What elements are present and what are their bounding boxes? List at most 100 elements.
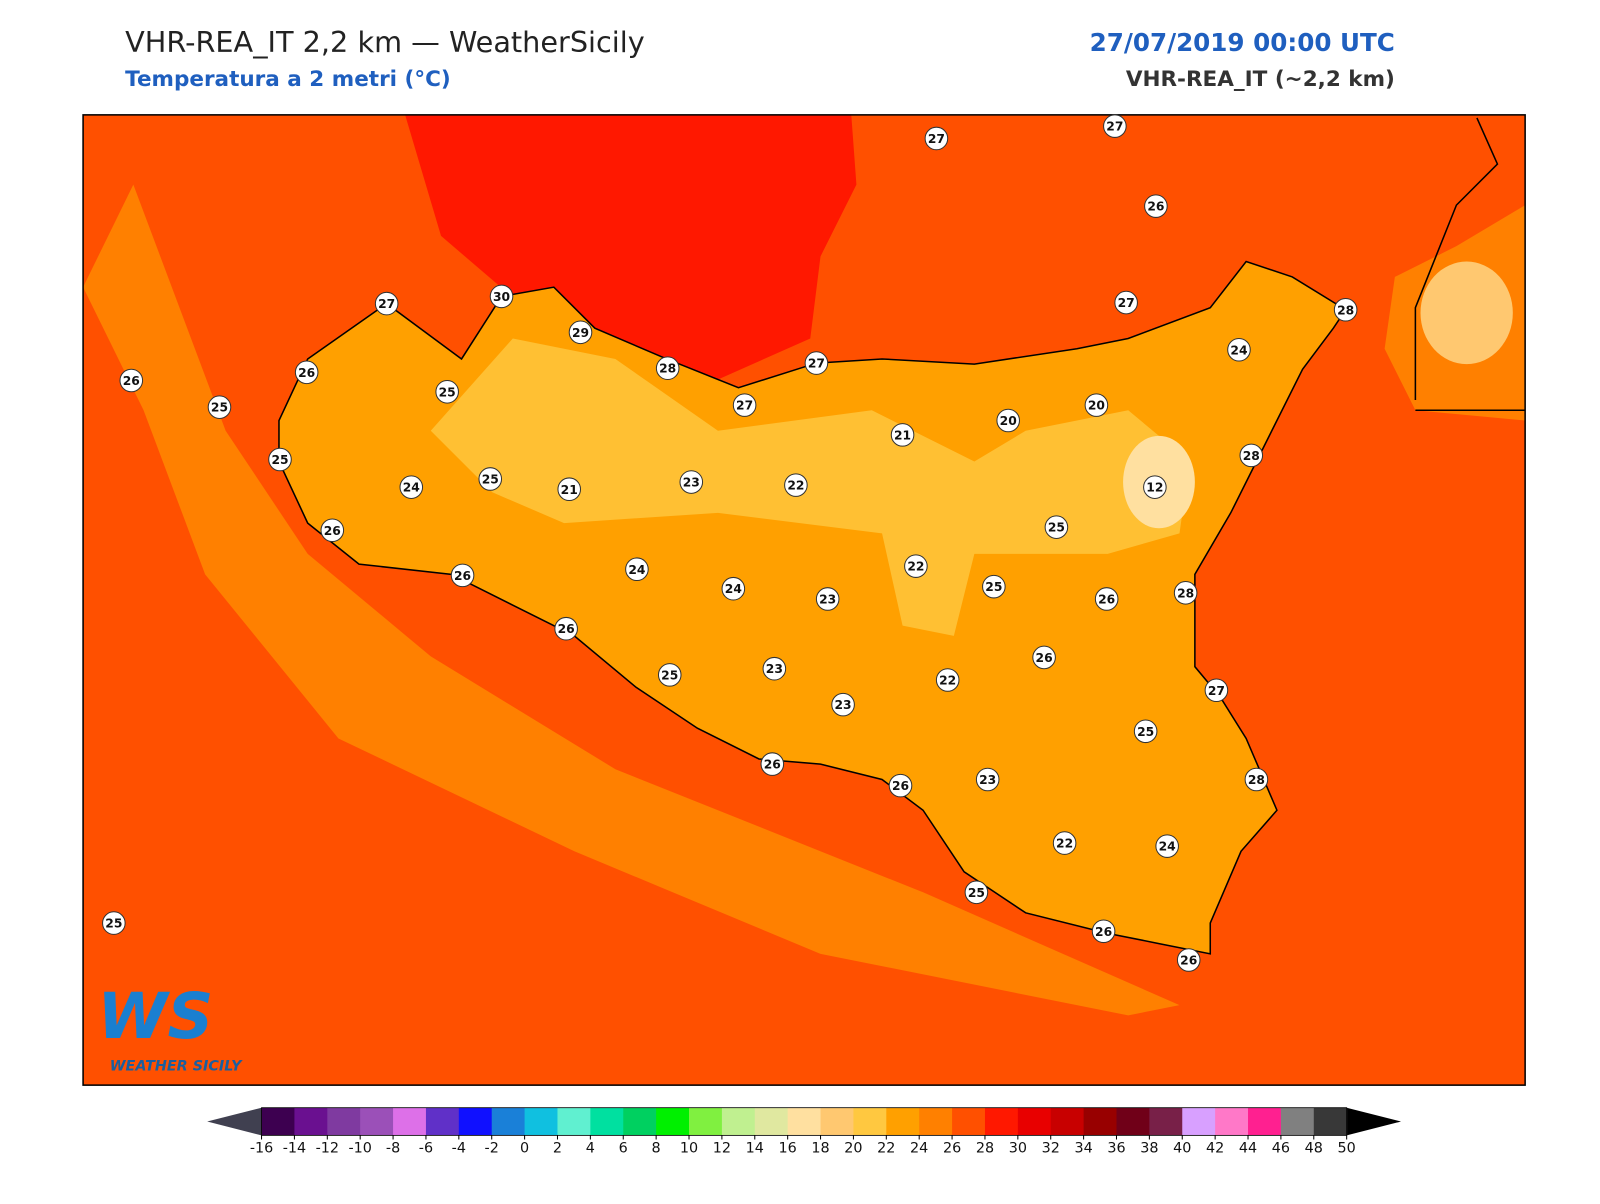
station-marker — [721, 576, 746, 601]
colorbar-swatch — [1017, 1107, 1052, 1136]
station-value: 24 — [725, 582, 742, 596]
station-value: 22 — [1056, 837, 1073, 851]
station-marker — [1244, 767, 1269, 792]
station-value: 21 — [561, 483, 578, 497]
station-value: 26 — [1147, 200, 1164, 214]
station-marker — [924, 126, 949, 151]
station-marker — [1114, 290, 1138, 315]
colorbar-tick-label: -10 — [348, 1141, 371, 1157]
colorbar-swatch — [787, 1107, 822, 1136]
calabria-coast — [1414, 117, 1526, 412]
station-value: 22 — [907, 560, 924, 574]
colorbar-tick-label: 32 — [1042, 1141, 1060, 1157]
station-value: 26 — [558, 622, 575, 636]
station-value: 24 — [628, 563, 645, 577]
station-marker — [1044, 515, 1069, 539]
station-value: 29 — [572, 326, 589, 340]
station-marker — [1084, 393, 1109, 417]
station-marker — [1173, 581, 1198, 605]
colorbar-swatch — [689, 1107, 723, 1136]
station-value: 26 — [324, 524, 341, 538]
colorbar-swatch — [458, 1107, 493, 1136]
station-value: 25 — [482, 473, 499, 487]
colorbar-under — [207, 1107, 262, 1136]
station-value: 25 — [661, 668, 678, 682]
station-marker — [996, 408, 1020, 433]
station-value: 27 — [1208, 684, 1225, 698]
colorbar-tick-label: 20 — [844, 1141, 862, 1157]
colorbar-tick-label: -4 — [452, 1141, 466, 1157]
colorbar-tick-label: 14 — [746, 1141, 764, 1157]
colorbar-swatch — [1313, 1107, 1348, 1136]
station-value: 23 — [819, 593, 836, 607]
station-marker — [450, 563, 475, 588]
station-marker — [568, 320, 593, 345]
logo: WS — [97, 979, 213, 1053]
station-marker — [557, 477, 582, 502]
station-marker — [478, 467, 503, 491]
station-marker — [1052, 831, 1077, 855]
station-value: 24 — [1159, 840, 1176, 854]
colorbar-swatch — [557, 1107, 591, 1136]
colorbar-tick-label: 2 — [553, 1141, 562, 1157]
colorbar-swatch — [886, 1107, 920, 1136]
warm-area — [405, 114, 857, 380]
station-marker — [1133, 719, 1158, 744]
station-value: 27 — [1106, 120, 1123, 134]
station-value: 27 — [378, 297, 395, 311]
colorbar-swatch — [294, 1107, 328, 1136]
station-marker — [1094, 587, 1119, 611]
colorbar-swatch — [425, 1107, 460, 1136]
station-marker — [975, 767, 1000, 792]
station-marker — [1144, 194, 1168, 218]
colorbar-swatch — [1248, 1107, 1282, 1136]
colorbar-over — [1346, 1107, 1402, 1136]
station-marker — [784, 473, 808, 497]
station-value: 22 — [939, 674, 956, 688]
station-marker — [1227, 337, 1251, 362]
station-value: 25 — [968, 886, 985, 900]
station-value: 27 — [808, 357, 825, 371]
station-value: 24 — [1230, 343, 1247, 357]
colorbar-tick-label: 36 — [1107, 1141, 1125, 1157]
station-marker — [1032, 645, 1056, 670]
colorbar-tick-label: 16 — [779, 1141, 797, 1157]
colorbar-tick-label: -12 — [316, 1141, 339, 1157]
station-marker — [435, 380, 459, 404]
colorbar-swatch — [491, 1107, 526, 1136]
station-marker — [207, 395, 232, 419]
colorbar-tick-label: 38 — [1140, 1141, 1158, 1157]
station-value: 24 — [403, 481, 420, 495]
station-value: 27 — [928, 132, 945, 146]
station-value: 23 — [835, 698, 852, 712]
station-marker — [982, 574, 1006, 599]
calabria-cool — [1420, 261, 1513, 365]
station-marker — [935, 668, 960, 692]
colorbar-swatch — [1149, 1107, 1183, 1136]
station-value: 26 — [892, 779, 909, 793]
station-marker — [489, 284, 514, 309]
colorbar-tick-label: 18 — [811, 1141, 829, 1157]
station-marker — [1155, 834, 1179, 858]
colorbar-tick-label: 0 — [520, 1141, 529, 1157]
station-marker — [904, 554, 928, 578]
colorbar-swatch — [360, 1107, 394, 1136]
station-marker — [760, 752, 785, 776]
colorbar-tick-label: 44 — [1239, 1141, 1257, 1157]
station-marker — [679, 470, 704, 494]
colorbar-tick-label: 6 — [619, 1141, 628, 1157]
station-value: 26 — [298, 366, 315, 380]
colorbar-swatch — [1050, 1107, 1085, 1136]
station-value: 25 — [271, 453, 288, 467]
station-marker — [1143, 475, 1167, 499]
colorbar-swatch — [1083, 1107, 1118, 1136]
station-value: 26 — [123, 374, 140, 388]
station-value: 26 — [454, 569, 471, 583]
station-marker — [657, 663, 682, 687]
colorbar-swatch — [952, 1107, 986, 1136]
station-value: 28 — [1248, 773, 1265, 787]
colorbar-tick-label: -2 — [485, 1141, 499, 1157]
station-marker — [399, 475, 424, 499]
colorbar-tick-label: -14 — [283, 1141, 306, 1157]
